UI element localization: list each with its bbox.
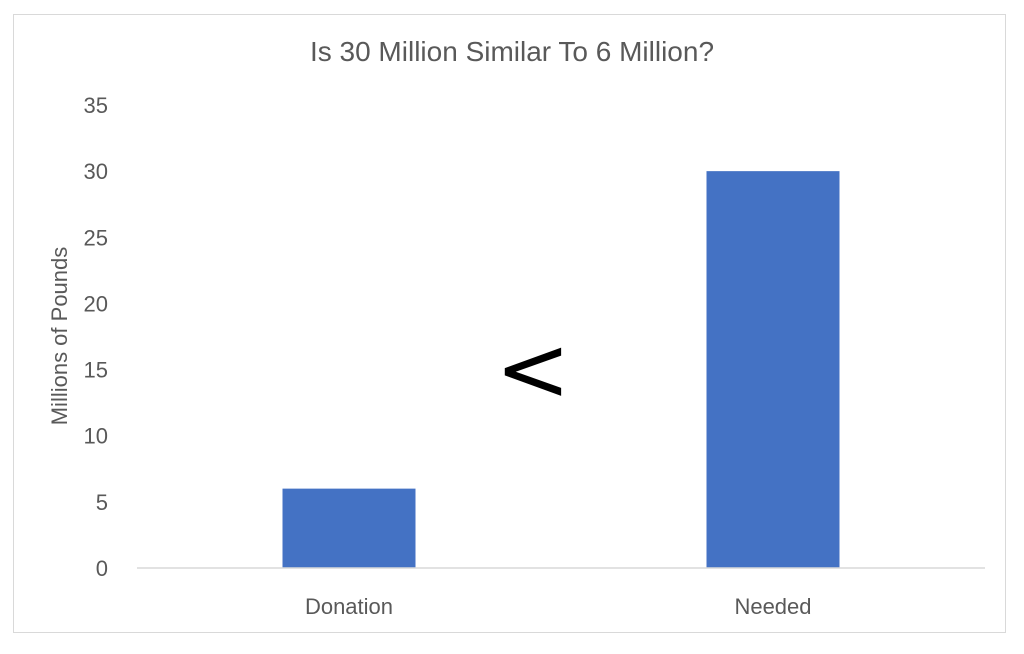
- y-tick-label: 25: [84, 225, 108, 250]
- y-tick-label: 15: [84, 358, 108, 383]
- y-tick-label: 5: [96, 490, 108, 515]
- x-tick-label: Needed: [734, 594, 811, 619]
- y-tick-label: 10: [84, 424, 108, 449]
- bar-needed: [706, 171, 840, 568]
- x-axis-ticks: Donation Needed: [305, 594, 812, 619]
- y-axis-ticks: 0 5 10 15 20 25 30 35: [84, 93, 108, 581]
- bars: [282, 171, 840, 568]
- x-tick-label: Donation: [305, 594, 393, 619]
- bar-donation: [282, 488, 416, 568]
- y-tick-label: 0: [96, 556, 108, 581]
- y-tick-label: 35: [84, 93, 108, 118]
- y-tick-label: 30: [84, 159, 108, 184]
- comparison-symbol: <: [495, 317, 571, 422]
- chart-area: [13, 14, 1006, 633]
- chart-title: Is 30 Million Similar To 6 Million?: [309, 36, 715, 67]
- y-tick-label: 20: [84, 291, 108, 316]
